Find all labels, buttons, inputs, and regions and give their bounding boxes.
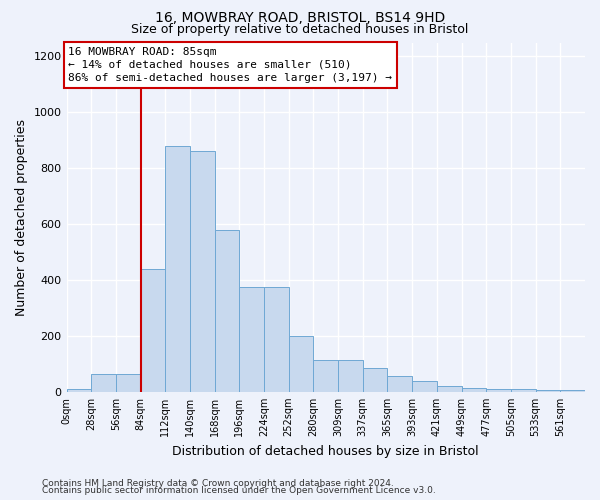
Bar bbox=[388, 376, 412, 392]
Bar bbox=[338, 360, 363, 392]
Text: Size of property relative to detached houses in Bristol: Size of property relative to detached ho… bbox=[131, 22, 469, 36]
Bar bbox=[140, 269, 165, 392]
Bar bbox=[289, 336, 313, 392]
Bar bbox=[437, 386, 461, 392]
Bar bbox=[412, 380, 437, 392]
Bar bbox=[91, 374, 116, 392]
Bar bbox=[239, 287, 264, 392]
Bar bbox=[536, 390, 560, 392]
Bar bbox=[461, 388, 486, 392]
Text: 16, MOWBRAY ROAD, BRISTOL, BS14 9HD: 16, MOWBRAY ROAD, BRISTOL, BS14 9HD bbox=[155, 11, 445, 25]
Bar bbox=[116, 374, 140, 392]
Bar bbox=[190, 152, 215, 392]
Bar bbox=[67, 389, 91, 392]
Bar bbox=[313, 360, 338, 392]
Y-axis label: Number of detached properties: Number of detached properties bbox=[15, 118, 28, 316]
Bar bbox=[560, 390, 585, 392]
Text: Contains HM Land Registry data © Crown copyright and database right 2024.: Contains HM Land Registry data © Crown c… bbox=[42, 478, 394, 488]
Text: Contains public sector information licensed under the Open Government Licence v3: Contains public sector information licen… bbox=[42, 486, 436, 495]
Bar bbox=[264, 287, 289, 392]
Bar bbox=[165, 146, 190, 392]
Bar bbox=[511, 389, 536, 392]
Text: 16 MOWBRAY ROAD: 85sqm
← 14% of detached houses are smaller (510)
86% of semi-de: 16 MOWBRAY ROAD: 85sqm ← 14% of detached… bbox=[68, 46, 392, 83]
Bar bbox=[215, 230, 239, 392]
X-axis label: Distribution of detached houses by size in Bristol: Distribution of detached houses by size … bbox=[172, 444, 479, 458]
Bar bbox=[486, 389, 511, 392]
Bar bbox=[363, 368, 388, 392]
